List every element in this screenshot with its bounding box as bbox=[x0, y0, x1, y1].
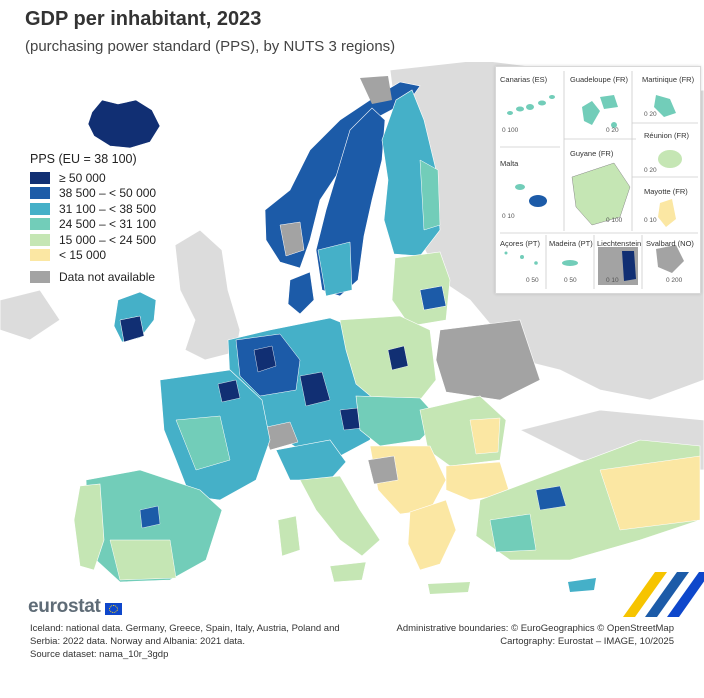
legend-swatch bbox=[30, 233, 50, 246]
footnote-line: Serbia: 2022 data. Norway and Albania: 2… bbox=[30, 636, 245, 647]
italy-islands bbox=[277, 515, 301, 557]
italy-islands bbox=[329, 561, 367, 583]
source-dataset: Source dataset: nama_10r_3gdp bbox=[30, 649, 169, 660]
france-mid-regions bbox=[175, 415, 231, 471]
italy-south-regions bbox=[299, 475, 381, 557]
denmark-region bbox=[287, 271, 315, 315]
iceland-region bbox=[87, 99, 161, 149]
istanbul-region bbox=[535, 485, 567, 511]
italy-north-regions bbox=[275, 439, 347, 481]
belarus-ukraine-na bbox=[435, 319, 541, 401]
legend-label: 31 100 – < 38 500 bbox=[59, 201, 157, 216]
inset-label: Mayotte (FR) bbox=[644, 187, 688, 196]
footnote: Iceland: national data. Germany, Greece,… bbox=[30, 622, 340, 661]
legend-swatch bbox=[30, 218, 50, 231]
legend-label: ≥ 50 000 bbox=[59, 170, 106, 185]
portugal-regions bbox=[73, 483, 105, 571]
credits: Administrative boundaries: © EuroGeograp… bbox=[397, 622, 675, 648]
eu-flag-icon bbox=[104, 602, 122, 615]
legend-item: ≥ 50 000 bbox=[30, 170, 156, 186]
spain-south-regions bbox=[109, 539, 177, 581]
crete-region bbox=[428, 582, 470, 594]
legend-label: Data not available bbox=[59, 269, 156, 284]
map-subtitle: (purchasing power standard (PPS), by NUT… bbox=[25, 38, 396, 55]
eurostat-logo: eurostat bbox=[28, 596, 122, 618]
inset-label: Malta bbox=[500, 159, 519, 168]
scale-bar-label: 0 100 bbox=[502, 127, 519, 134]
inset-maps-graphics bbox=[500, 71, 698, 289]
legend-swatch bbox=[30, 187, 50, 200]
romania-low-regions bbox=[469, 417, 501, 455]
legend-item-not-available: Data not available bbox=[30, 269, 156, 285]
legend-item: < 15 000 bbox=[30, 248, 156, 264]
credits-line: Administrative boundaries: © EuroGeograp… bbox=[396, 623, 675, 634]
legend-swatch bbox=[30, 171, 50, 184]
inset-label: Martinique (FR) bbox=[642, 75, 695, 84]
inset-maps-panel: Canarias (ES) Guadeloupe (FR) Martinique… bbox=[495, 66, 701, 294]
legend-label: 38 500 – < 50 000 bbox=[59, 186, 157, 201]
central-east-regions bbox=[355, 395, 441, 447]
legend-item: 24 500 – < 31 100 bbox=[30, 217, 156, 233]
legend-swatch bbox=[30, 270, 50, 283]
poland-capital-region bbox=[387, 345, 409, 371]
map-title: GDP per inhabitant, 2023 bbox=[25, 8, 262, 30]
footnote-line: Iceland: national data. Germany, Greece,… bbox=[30, 623, 340, 634]
legend-label: 15 000 – < 24 500 bbox=[59, 232, 157, 247]
baltic-capital-region bbox=[419, 285, 447, 311]
decorative-ribbon-icon bbox=[623, 572, 704, 617]
inset-label: Guadeloupe (FR) bbox=[570, 75, 628, 84]
legend: PPS (EU = 38 100) ≥ 50 000 38 500 – < 50… bbox=[30, 152, 156, 285]
norway-region-na bbox=[279, 221, 305, 257]
ireland-region-dublin bbox=[119, 315, 145, 343]
cyprus-region bbox=[568, 578, 596, 592]
logo-wordmark: eurostat bbox=[28, 596, 101, 617]
sweden-region-south bbox=[317, 241, 353, 297]
scale-bar-label: 0 20 bbox=[644, 111, 657, 118]
legend-item: 15 000 – < 24 500 bbox=[30, 232, 156, 248]
scale-bar-label: 0 50 bbox=[564, 277, 577, 284]
turkey-east-regions bbox=[599, 455, 701, 531]
credits-line: Cartography: Eurostat – IMAGE, 10/2025 bbox=[500, 636, 674, 647]
scale-bar-label: 0 20 bbox=[606, 127, 619, 134]
legend-swatch bbox=[30, 249, 50, 262]
svalbard-na bbox=[360, 76, 392, 104]
finland-region-east bbox=[419, 159, 441, 231]
turkey-west-regions bbox=[489, 513, 537, 553]
legend-item: 38 500 – < 50 000 bbox=[30, 186, 156, 202]
inset-label: Réunion (FR) bbox=[644, 131, 690, 140]
legend-title: PPS (EU = 38 100) bbox=[30, 152, 137, 166]
madrid-region bbox=[139, 505, 161, 529]
legend-label: < 15 000 bbox=[59, 248, 107, 263]
legend-item: 31 100 – < 38 500 bbox=[30, 201, 156, 217]
scale-bar-label: 0 10 bbox=[644, 217, 657, 224]
legend-swatch bbox=[30, 202, 50, 215]
scale-bar-label: 0 10 bbox=[502, 213, 515, 220]
guadeloupe-shape bbox=[582, 95, 618, 128]
scale-bar-label: 0 100 bbox=[606, 217, 623, 224]
inset-label: Açores (PT) bbox=[500, 239, 541, 248]
greece-regions bbox=[407, 499, 457, 571]
scale-bar-label: 0 200 bbox=[666, 277, 683, 284]
scale-bar-label: 0 10 bbox=[606, 277, 619, 284]
high-income-cluster bbox=[253, 345, 277, 373]
inset-label: Madeira (PT) bbox=[549, 239, 593, 248]
high-income-cluster bbox=[299, 371, 331, 407]
scale-bar-label: 0 20 bbox=[644, 167, 657, 174]
paris-region bbox=[217, 379, 241, 403]
scale-bar-label: 0 50 bbox=[526, 277, 539, 284]
balkan-na bbox=[367, 455, 399, 485]
inset-label: Guyane (FR) bbox=[570, 149, 614, 158]
inset-label: Canarias (ES) bbox=[500, 75, 548, 84]
legend-label: 24 500 – < 31 100 bbox=[59, 217, 157, 232]
inset-label: Svalbard (NO) bbox=[646, 239, 694, 248]
inset-label: Liechtenstein bbox=[597, 239, 642, 248]
